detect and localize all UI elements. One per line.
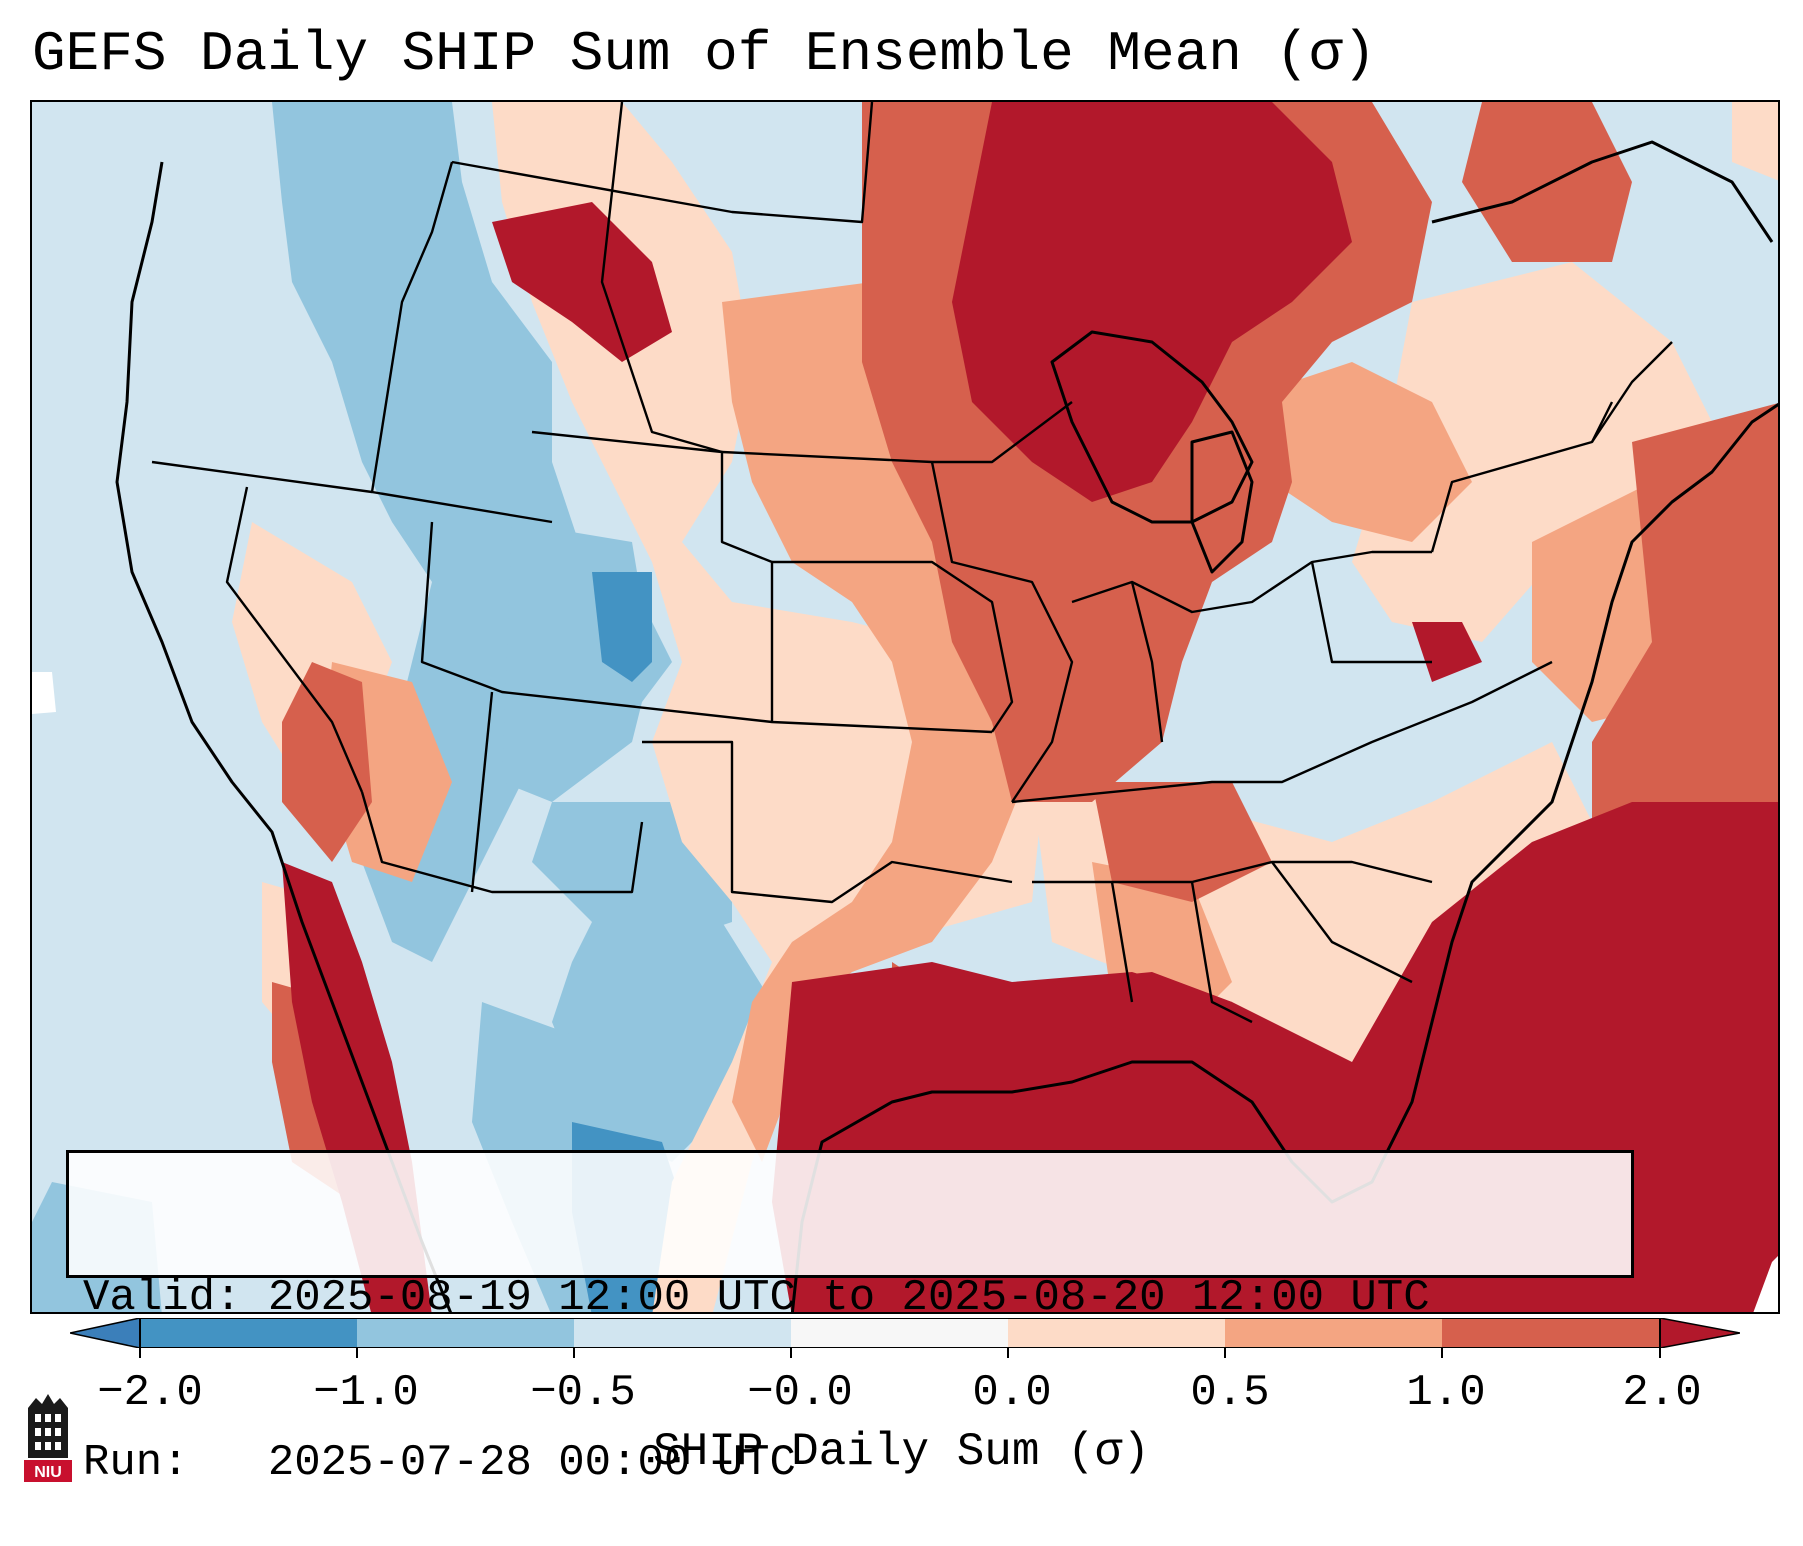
tick-label: −1.0 — [313, 1368, 419, 1418]
tick-mark — [356, 1348, 358, 1358]
colorbar-bin — [357, 1318, 574, 1348]
state-boundaries — [151, 102, 1673, 1024]
tick-mark — [1441, 1348, 1443, 1358]
colorbar — [69, 1317, 1741, 1349]
tick-label: 2.0 — [1622, 1368, 1702, 1418]
valid-time-text: Valid: 2025-08-19 12:00 UTC to 2025-08-2… — [83, 1273, 1430, 1323]
tick-label: 0.5 — [1190, 1368, 1270, 1418]
colorbar-bin — [1008, 1318, 1225, 1348]
tick-label: −0.5 — [530, 1368, 636, 1418]
tick-label: 0.0 — [972, 1368, 1052, 1418]
run-time-text: Run: 2025-07-28 00:00 UTC — [83, 1438, 796, 1488]
map-title: GEFS Daily SHIP Sum of Ensemble Mean (σ) — [32, 22, 1377, 86]
colorbar-label: SHIP Daily Sum (σ) — [653, 1426, 1150, 1478]
tick-mark — [790, 1348, 792, 1358]
logo-text: NIU — [34, 1464, 62, 1481]
tick-label: −2.0 — [97, 1368, 203, 1418]
tick-label: 1.0 — [1406, 1368, 1486, 1418]
colorbar-bin — [791, 1318, 1008, 1348]
tick-label: −0.0 — [747, 1368, 853, 1418]
coastlines — [115, 140, 1778, 1312]
validity-info-box: Valid: 2025-08-19 12:00 UTC to 2025-08-2… — [66, 1150, 1634, 1488]
colorbar-bin — [1442, 1318, 1660, 1348]
tick-mark — [573, 1348, 575, 1358]
tick-mark — [139, 1348, 141, 1358]
colorbar-bin — [574, 1318, 791, 1348]
no-data-patches — [32, 672, 1778, 1312]
colorbar-bin — [1225, 1318, 1442, 1348]
shaded-map — [32, 102, 1778, 1312]
map-panel — [30, 100, 1780, 1314]
colorbar-bin — [140, 1318, 357, 1348]
colorbar-extend-max — [1659, 1317, 1741, 1349]
tick-mark — [1007, 1348, 1009, 1358]
tick-mark — [1659, 1348, 1661, 1358]
colorbar-swatches — [69, 1317, 1741, 1349]
niu-logo-icon: NIU — [20, 1390, 76, 1486]
colorbar-extend-min — [69, 1317, 141, 1349]
colorbar-ticks: −2.0 −1.0 −0.5 −0.0 0.0 0.5 1.0 2.0 — [0, 1348, 1803, 1418]
tick-mark — [1224, 1348, 1226, 1358]
